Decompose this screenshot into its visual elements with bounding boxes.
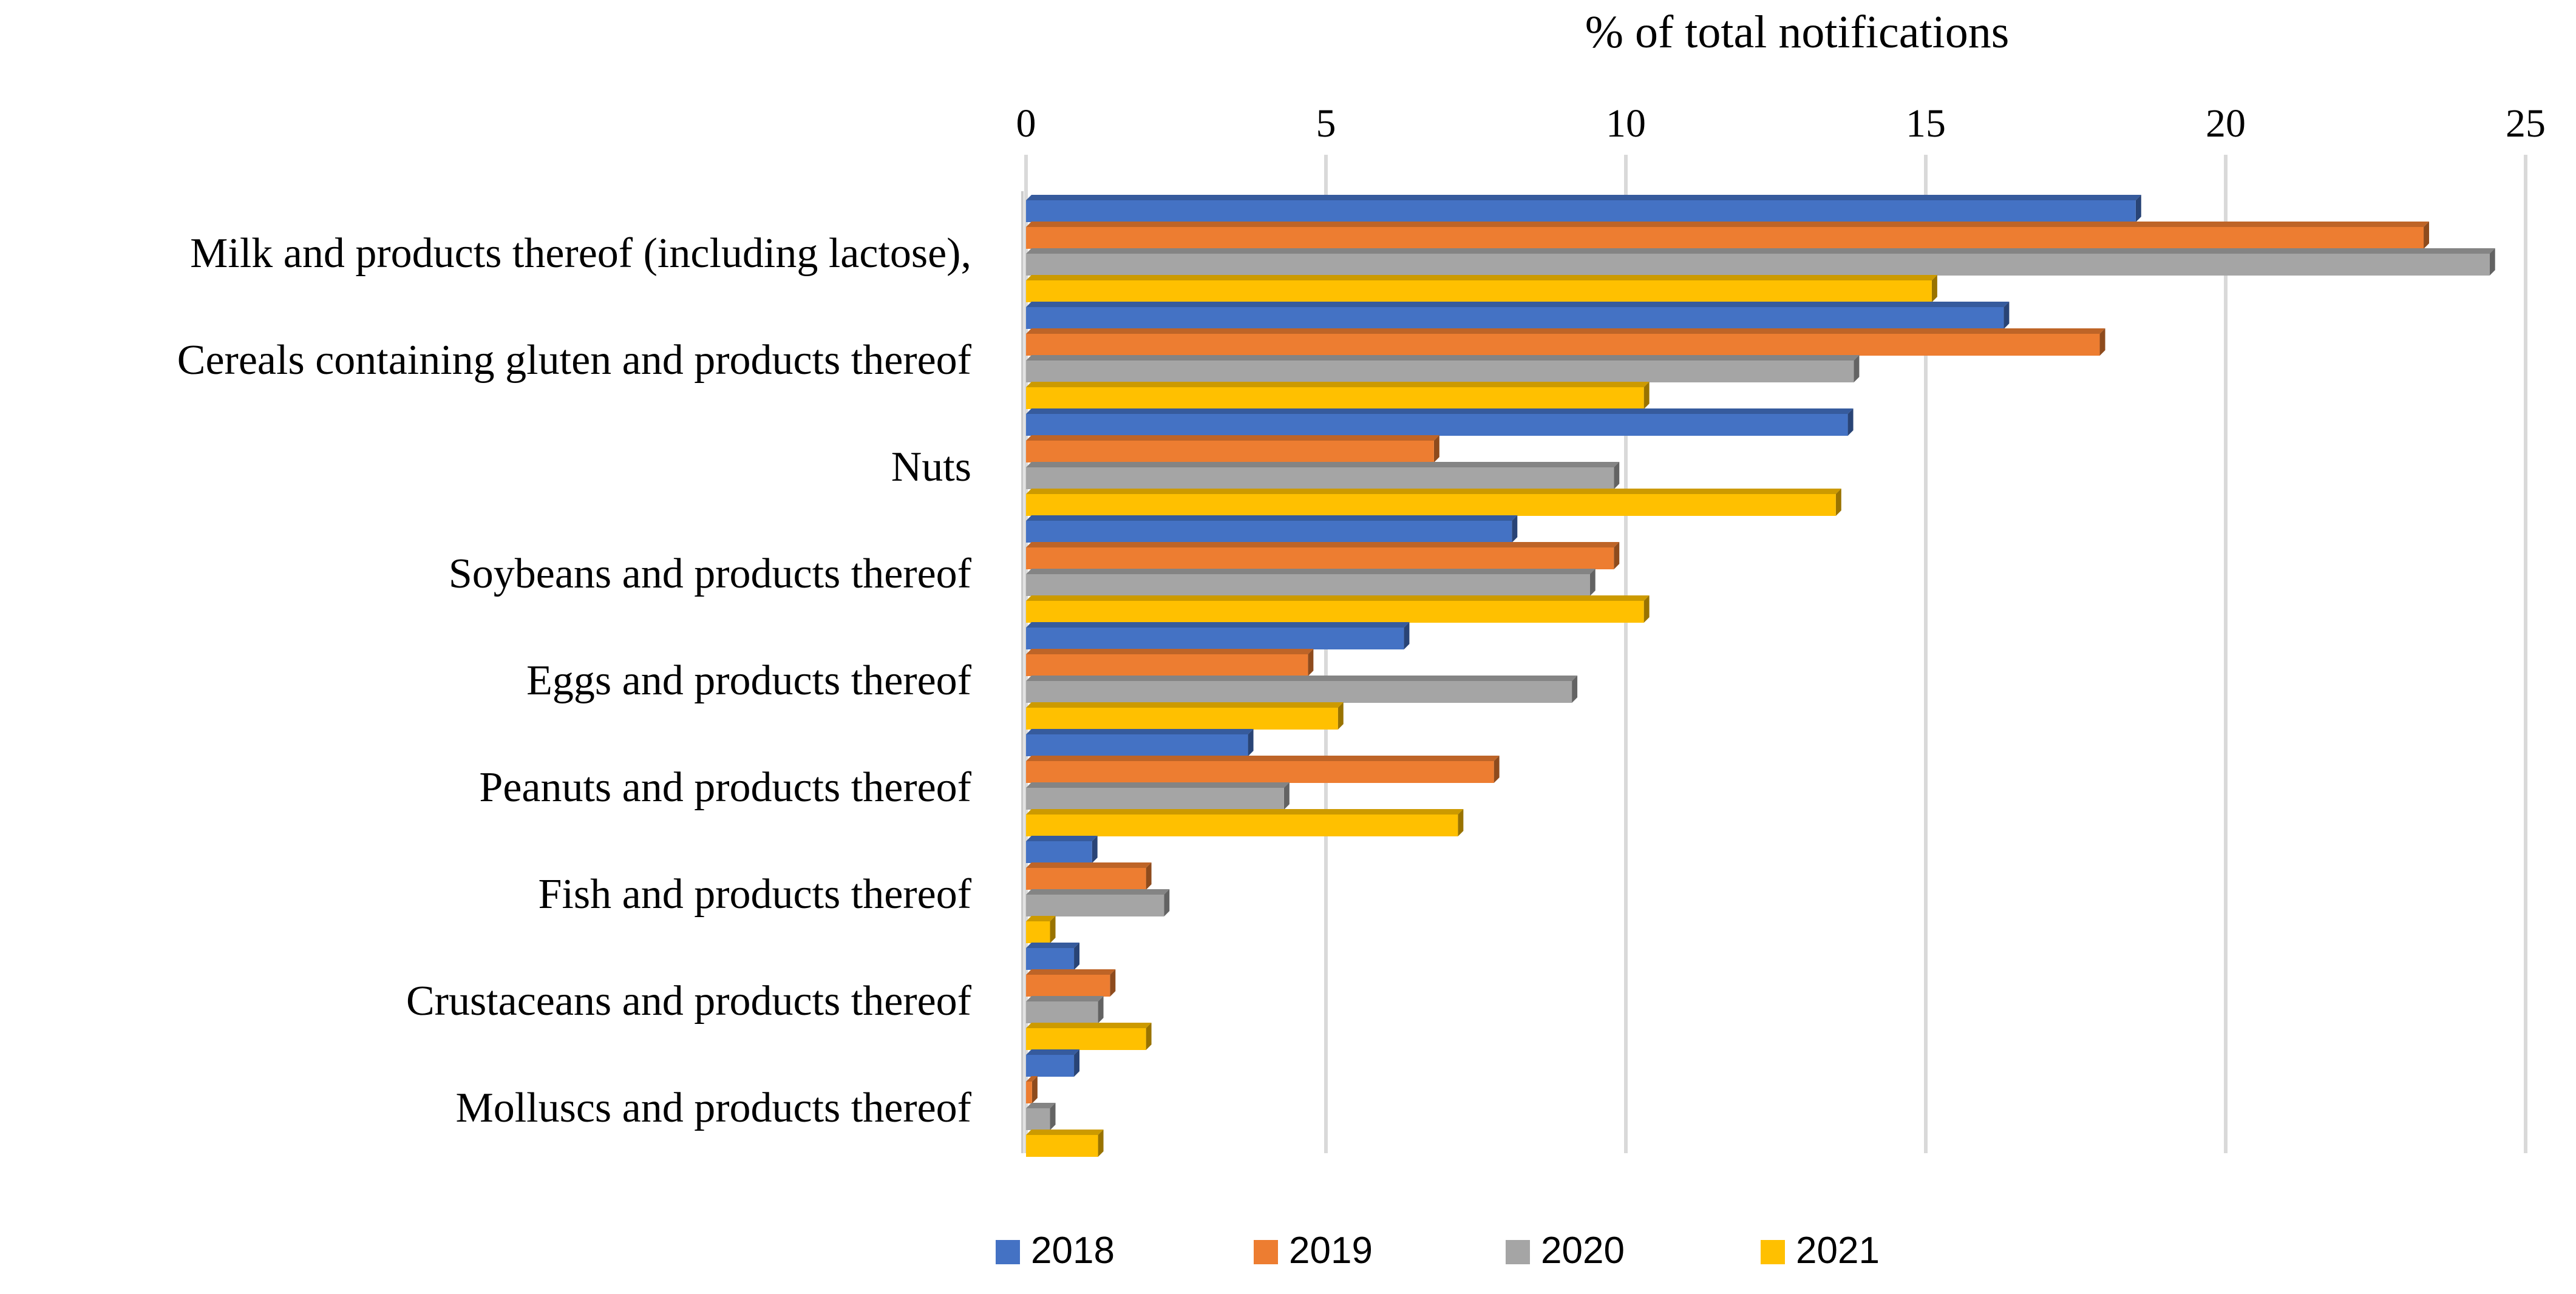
category-label: Milk and products thereof (including lac…	[190, 230, 971, 277]
bar-2020	[1026, 889, 1170, 916]
bar-2020	[1026, 569, 1596, 596]
category-label: Cereals containing gluten and products t…	[177, 337, 972, 384]
bar-2021	[1026, 1023, 1152, 1050]
bar-2019	[1026, 969, 1116, 997]
legend-item-2021: 2021	[1761, 1230, 1880, 1272]
bar-2018	[1026, 943, 1080, 970]
bar-2019	[1026, 1076, 1038, 1103]
category-label: Soybeans and products thereof	[449, 550, 972, 597]
legend-item-2018: 2018	[996, 1230, 1115, 1272]
bar-2019	[1026, 542, 1620, 569]
x-tick-label: 0	[1016, 101, 1036, 146]
bar-2020	[1026, 676, 1578, 703]
bar-2018	[1026, 622, 1410, 649]
category-label: Nuts	[891, 444, 971, 490]
category-label: Crustaceans and products thereof	[406, 978, 972, 1025]
x-axis-ticks: 0 5 10 15 20 25	[1016, 101, 2546, 146]
category-label: Molluscs and products thereof	[455, 1085, 971, 1131]
legend-item-2019: 2019	[1254, 1230, 1373, 1272]
bar-2019	[1026, 649, 1314, 676]
x-tick-label: 5	[1316, 101, 1336, 146]
bar-2020	[1026, 355, 1860, 382]
bar-2019	[1026, 328, 2105, 356]
category-label: Eggs and products thereof	[526, 657, 972, 704]
bar-2020	[1026, 996, 1104, 1023]
legend-swatch	[1506, 1240, 1530, 1264]
category-label: Fish and products thereof	[539, 871, 972, 918]
bar-2018	[1026, 729, 1254, 756]
bar-2019	[1026, 435, 1439, 462]
bar-2020	[1026, 1103, 1056, 1130]
bar-2021	[1026, 595, 1650, 623]
bars	[1026, 195, 2495, 1157]
bar-2021	[1026, 916, 1056, 943]
bar-2019	[1026, 222, 2430, 249]
legend-swatch	[996, 1240, 1020, 1264]
bar-2021	[1026, 382, 1650, 409]
bar-2020	[1026, 782, 1290, 810]
x-tick-label: 25	[2506, 101, 2546, 146]
bar-2021	[1026, 489, 1841, 516]
legend-label: 2020	[1541, 1230, 1625, 1272]
bar-2019	[1026, 756, 1500, 783]
bar-2018	[1026, 836, 1098, 863]
bar-2018	[1026, 302, 2010, 329]
legend-label: 2019	[1289, 1230, 1373, 1272]
bar-2021	[1026, 275, 1937, 302]
bar-2020	[1026, 248, 2495, 276]
category-labels: Milk and products thereof (including lac…	[177, 230, 972, 1131]
bar-2018	[1026, 408, 1854, 436]
bar-2021	[1026, 702, 1344, 730]
x-tick-label: 20	[2206, 101, 2246, 146]
legend: 2018 2019 2020 2021	[996, 1230, 1880, 1272]
bar-2018	[1026, 195, 2141, 222]
x-tick-label: 15	[1906, 101, 1946, 146]
bar-2020	[1026, 462, 1620, 489]
bar-2021	[1026, 809, 1464, 836]
legend-label: 2018	[1031, 1230, 1115, 1272]
legend-swatch	[1254, 1240, 1278, 1264]
category-label: Peanuts and products thereof	[479, 764, 971, 811]
legend-swatch	[1761, 1240, 1785, 1264]
x-axis-title: % of total notifications	[1585, 7, 2010, 58]
legend-item-2020: 2020	[1506, 1230, 1625, 1272]
bar-2018	[1026, 515, 1518, 543]
x-tick-label: 10	[1606, 101, 1646, 146]
bar-2021	[1026, 1130, 1104, 1157]
bar-2018	[1026, 1049, 1080, 1077]
legend-label: 2021	[1796, 1230, 1880, 1272]
bar-2019	[1026, 862, 1152, 890]
